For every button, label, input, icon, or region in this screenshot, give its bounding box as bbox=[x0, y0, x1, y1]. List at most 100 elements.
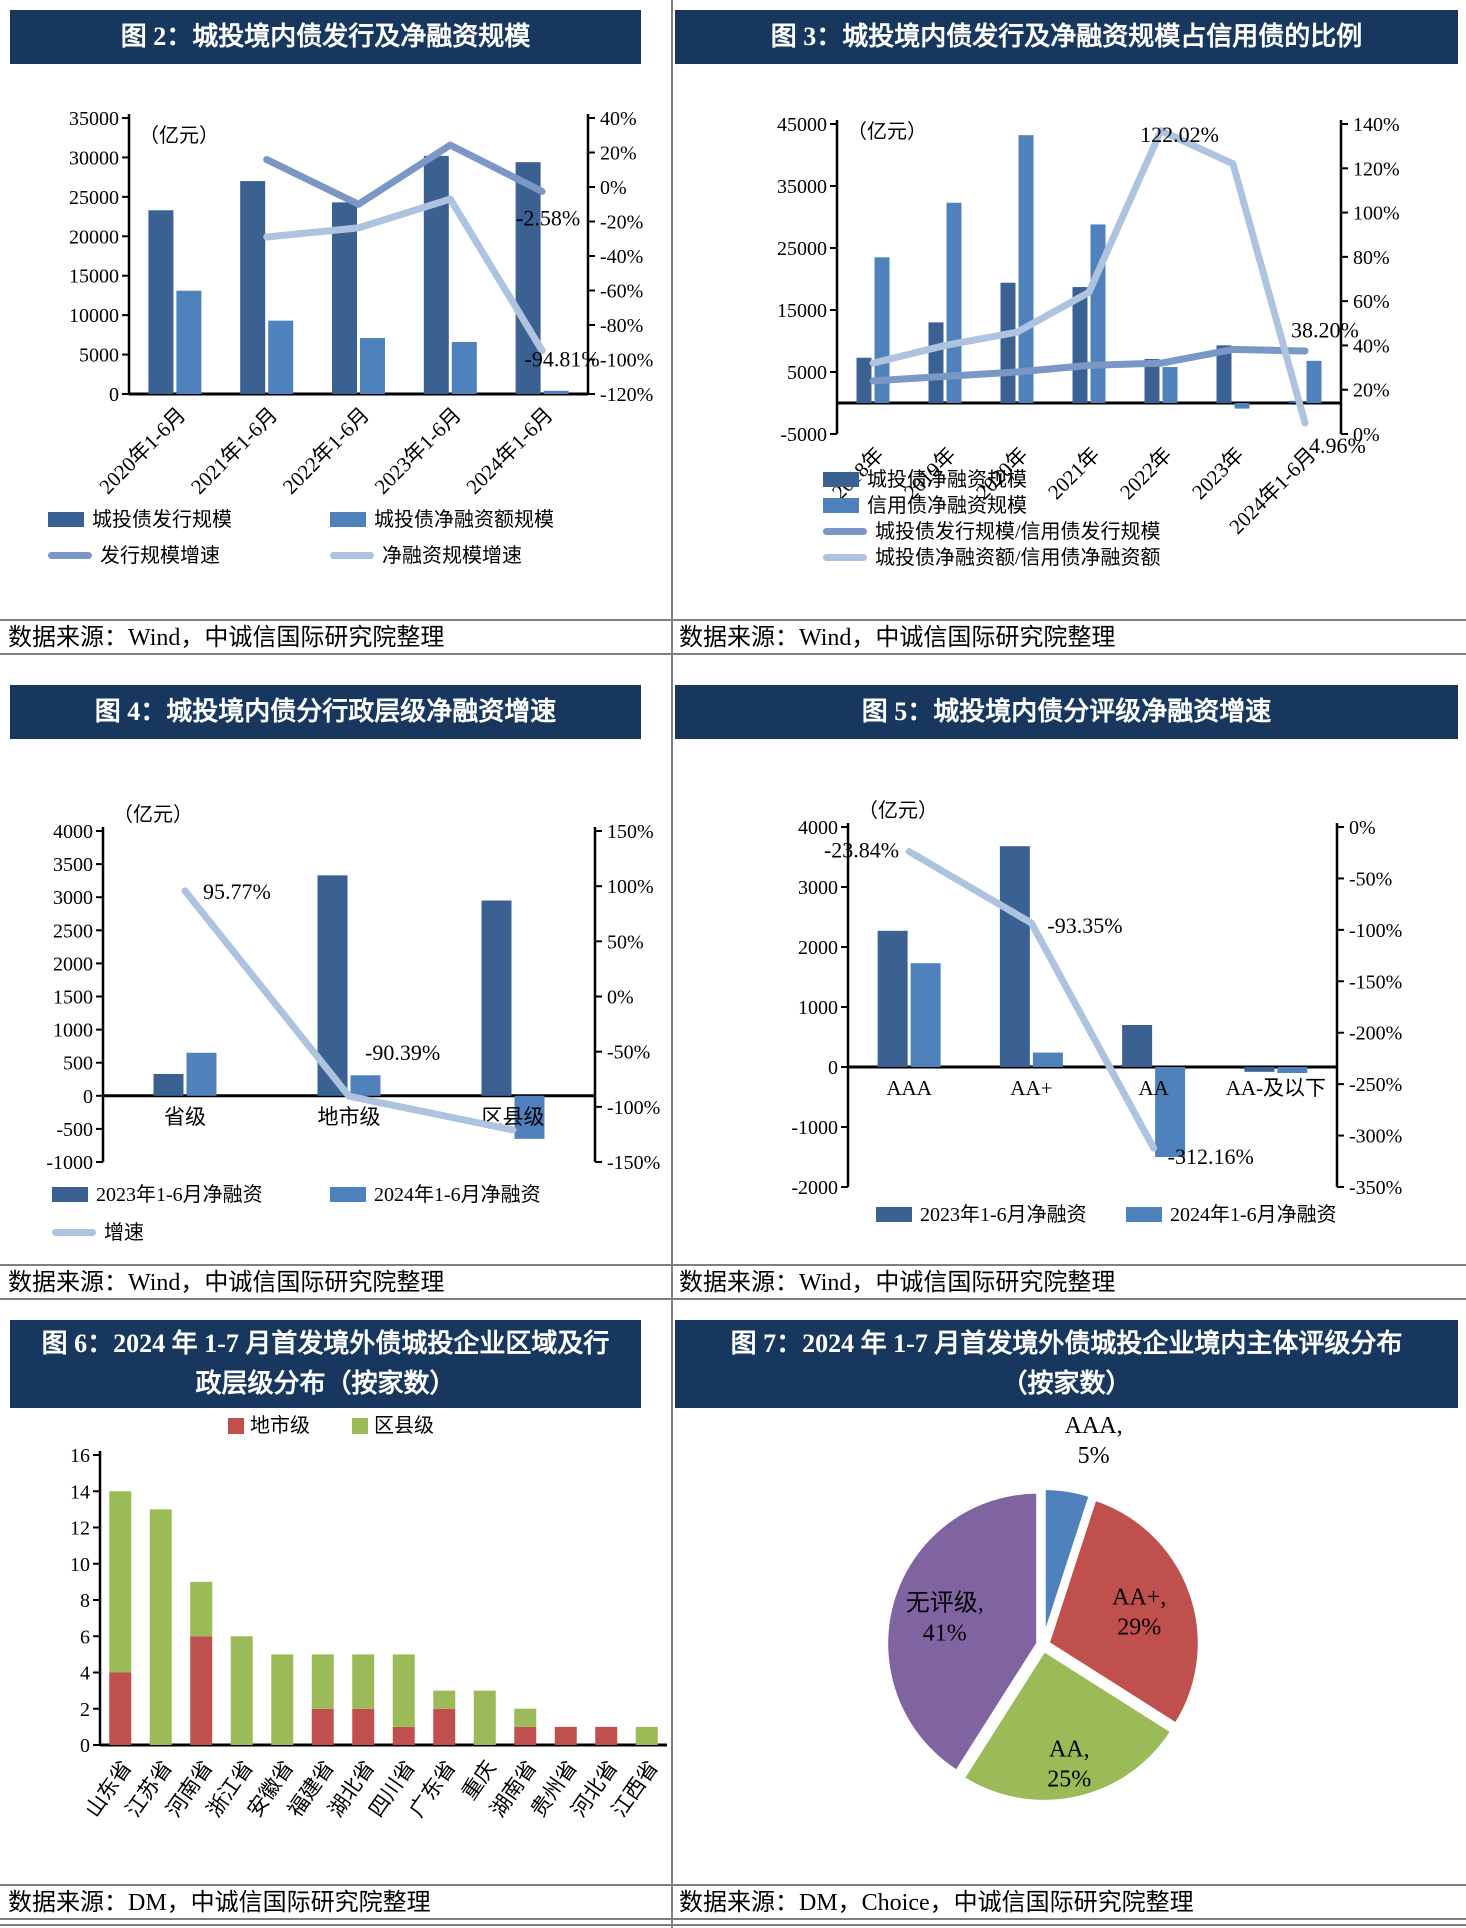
bar-segment bbox=[392, 1726, 415, 1745]
x-tick-label: 2022年 bbox=[1115, 443, 1177, 505]
legend-label: 净融资规模增速 bbox=[382, 544, 522, 567]
pie-slice-AA bbox=[959, 1647, 1176, 1804]
line-series bbox=[263, 195, 546, 355]
y-right-tick-label: -200% bbox=[1349, 1023, 1402, 1045]
y-left-tick-label: 0 bbox=[828, 1057, 838, 1079]
y-right-tick-label: 60% bbox=[1353, 291, 1390, 313]
fig4-x-labels: 省级 地市级 区县级 bbox=[164, 1105, 545, 1129]
legend-swatch-bar bbox=[48, 512, 84, 527]
fig3-lines bbox=[869, 127, 1309, 427]
y-right-tick-label: -40% bbox=[600, 246, 643, 268]
fig5-bars bbox=[877, 846, 1308, 1157]
fig6-bars bbox=[109, 1491, 658, 1745]
figure-source-fig2: 数据来源：Wind，中诚信国际研究院整理 bbox=[0, 619, 671, 655]
bar bbox=[240, 181, 266, 394]
figure-title-fig7: 图 7：2024 年 1-7 月首发境外债城投企业境内主体评级分布（按家数） bbox=[675, 1320, 1458, 1408]
y-left-tick-label: 4000 bbox=[798, 817, 838, 839]
y-right-tick-label: -350% bbox=[1349, 1177, 1402, 1199]
bar-segment bbox=[514, 1726, 537, 1745]
y-right-tick-label: 0% bbox=[1349, 817, 1376, 839]
y-right-tick-label: -150% bbox=[607, 1152, 660, 1174]
figure-panel-fig5: 图 5：城投境内债分评级净融资增速 4000 3000 2000 1000 0 -1000… bbox=[671, 655, 1466, 1300]
data-label: 4.96% bbox=[1309, 433, 1366, 458]
y-left-tick-label: 0 bbox=[80, 1735, 90, 1757]
y-right-tick-label: 20% bbox=[1353, 380, 1390, 402]
legend-swatch-bar bbox=[823, 498, 859, 513]
bar bbox=[1234, 403, 1250, 409]
bar bbox=[928, 322, 944, 403]
figure-title-fig6: 图 6：2024 年 1-7 月首发境外债城投企业区域及行政层级分布（按家数） bbox=[10, 1320, 641, 1408]
fig5-x-labels: AAA AA+ AA AA-及以下 bbox=[886, 1076, 1326, 1100]
bar-segment bbox=[271, 1654, 294, 1745]
chart-wrap-fig5: 4000 3000 2000 1000 0 -1000 -2000 0% -50% -100% -1… bbox=[671, 739, 1466, 1254]
bar-segment bbox=[230, 1636, 253, 1745]
bar bbox=[910, 963, 941, 1067]
y-right-tick-label: -50% bbox=[607, 1042, 650, 1064]
figure-source-fig7: 数据来源：DM，Choice，中诚信国际研究院整理 bbox=[671, 1884, 1466, 1920]
bar bbox=[1144, 358, 1160, 403]
y-left-tick-label: 0 bbox=[109, 384, 119, 406]
x-tick-label: 2021年1-6月 bbox=[186, 403, 282, 499]
bar bbox=[1018, 135, 1034, 403]
y-right-tick-label: -100% bbox=[600, 350, 653, 372]
y-right-tick-label: -20% bbox=[600, 212, 643, 234]
y-left-tick-label: 35000 bbox=[69, 108, 119, 130]
fig3-plot: 45000 35000 25000 15000 5000 -5000 140% 120% 100… bbox=[777, 114, 1400, 446]
figure-source-fig4: 数据来源：Wind，中诚信国际研究院整理 bbox=[0, 1264, 671, 1300]
y-right-tick-label: -120% bbox=[600, 384, 653, 406]
y-left-tick-label: 2000 bbox=[53, 953, 93, 975]
pie-slice-AA+ bbox=[1045, 1496, 1202, 1728]
x-tick-label: 2021年 bbox=[1043, 443, 1105, 505]
line-series bbox=[905, 848, 1158, 1152]
bar-segment bbox=[433, 1708, 456, 1745]
bar-segment bbox=[554, 1726, 577, 1745]
fig2-bars bbox=[148, 155, 569, 394]
row-fig6-fig7: 图 6：2024 年 1-7 月首发境外债城投企业区域及行政层级分布（按家数） … bbox=[0, 1300, 1466, 1920]
fig4-plot: 4000 3500 3000 2500 2000 1500 1000 500 0 -500 -100… bbox=[46, 803, 660, 1174]
bar-segment bbox=[635, 1726, 658, 1745]
x-tick-label: 地市级 bbox=[318, 1105, 381, 1129]
legend-swatch-bar bbox=[330, 1187, 366, 1202]
bar bbox=[1162, 367, 1178, 403]
y-right-tick-label: 140% bbox=[1353, 114, 1400, 136]
bar bbox=[856, 357, 872, 403]
y-left-tick-label: 3000 bbox=[798, 877, 838, 899]
bar-segment bbox=[352, 1654, 375, 1709]
bar bbox=[268, 320, 294, 394]
y-left-tick-label: -5000 bbox=[780, 424, 827, 446]
y-left-tick-label: -2000 bbox=[791, 1177, 838, 1199]
fig5-legend: 2023年1-6月净融资 2024年1-6月净融资 bbox=[876, 1203, 1337, 1226]
figure-panel-fig4: 图 4：城投境内债分行政层级净融资增速 4000 3500 3000 2500 2000… bbox=[0, 655, 671, 1300]
data-label: 122.02% bbox=[1140, 122, 1219, 147]
y-right-tick-label: -250% bbox=[1349, 1074, 1402, 1096]
pie-slices bbox=[884, 1486, 1202, 1804]
bar bbox=[515, 162, 541, 394]
fig4-lines bbox=[181, 887, 517, 1134]
legend-label: 城投债净融资规模 bbox=[867, 468, 1027, 491]
data-label: -90.39% bbox=[365, 1040, 440, 1065]
x-tick-label: 2023年 bbox=[1187, 443, 1249, 505]
y-right-tick-label: -300% bbox=[1349, 1126, 1402, 1148]
y-left-tick-label: 5000 bbox=[79, 345, 119, 367]
pie-label-AA: AA, 25% bbox=[1047, 1737, 1091, 1793]
pie-label-AAA: AAA, 5% bbox=[1065, 1413, 1123, 1469]
y-left-tick-label: 25000 bbox=[777, 238, 827, 260]
fig6-x-labels: 山东省江苏省河南省浙江省安徽省福建省湖北省四川省广东省重庆湖南省贵州省河北省江西… bbox=[81, 1756, 663, 1821]
bar-segment bbox=[311, 1654, 334, 1709]
bar bbox=[1306, 360, 1322, 403]
data-label: -94.81% bbox=[525, 347, 600, 372]
fig2-x-labels: 2020年1-6月2021年1-6月2022年1-6月2023年1-6月2024… bbox=[94, 403, 557, 499]
bar bbox=[350, 1075, 381, 1096]
x-tick-label: AA+ bbox=[1010, 1076, 1052, 1100]
bar-segment bbox=[109, 1491, 132, 1673]
figure-panel-fig6: 图 6：2024 年 1-7 月首发境外债城投企业区域及行政层级分布（按家数） … bbox=[0, 1300, 671, 1920]
bar bbox=[153, 1073, 184, 1096]
y-left-tick-label: 8 bbox=[80, 1590, 90, 1612]
bar bbox=[1090, 224, 1106, 403]
bar bbox=[423, 155, 449, 394]
legend-label: 地市级 bbox=[250, 1414, 310, 1437]
chart-wrap-fig4: 4000 3500 3000 2500 2000 1500 1000 500 0 -500 -100… bbox=[0, 739, 671, 1254]
legend-label: 2023年1-6月净融资 bbox=[920, 1203, 1087, 1226]
bar bbox=[1277, 1067, 1308, 1073]
bar bbox=[1032, 1052, 1063, 1067]
